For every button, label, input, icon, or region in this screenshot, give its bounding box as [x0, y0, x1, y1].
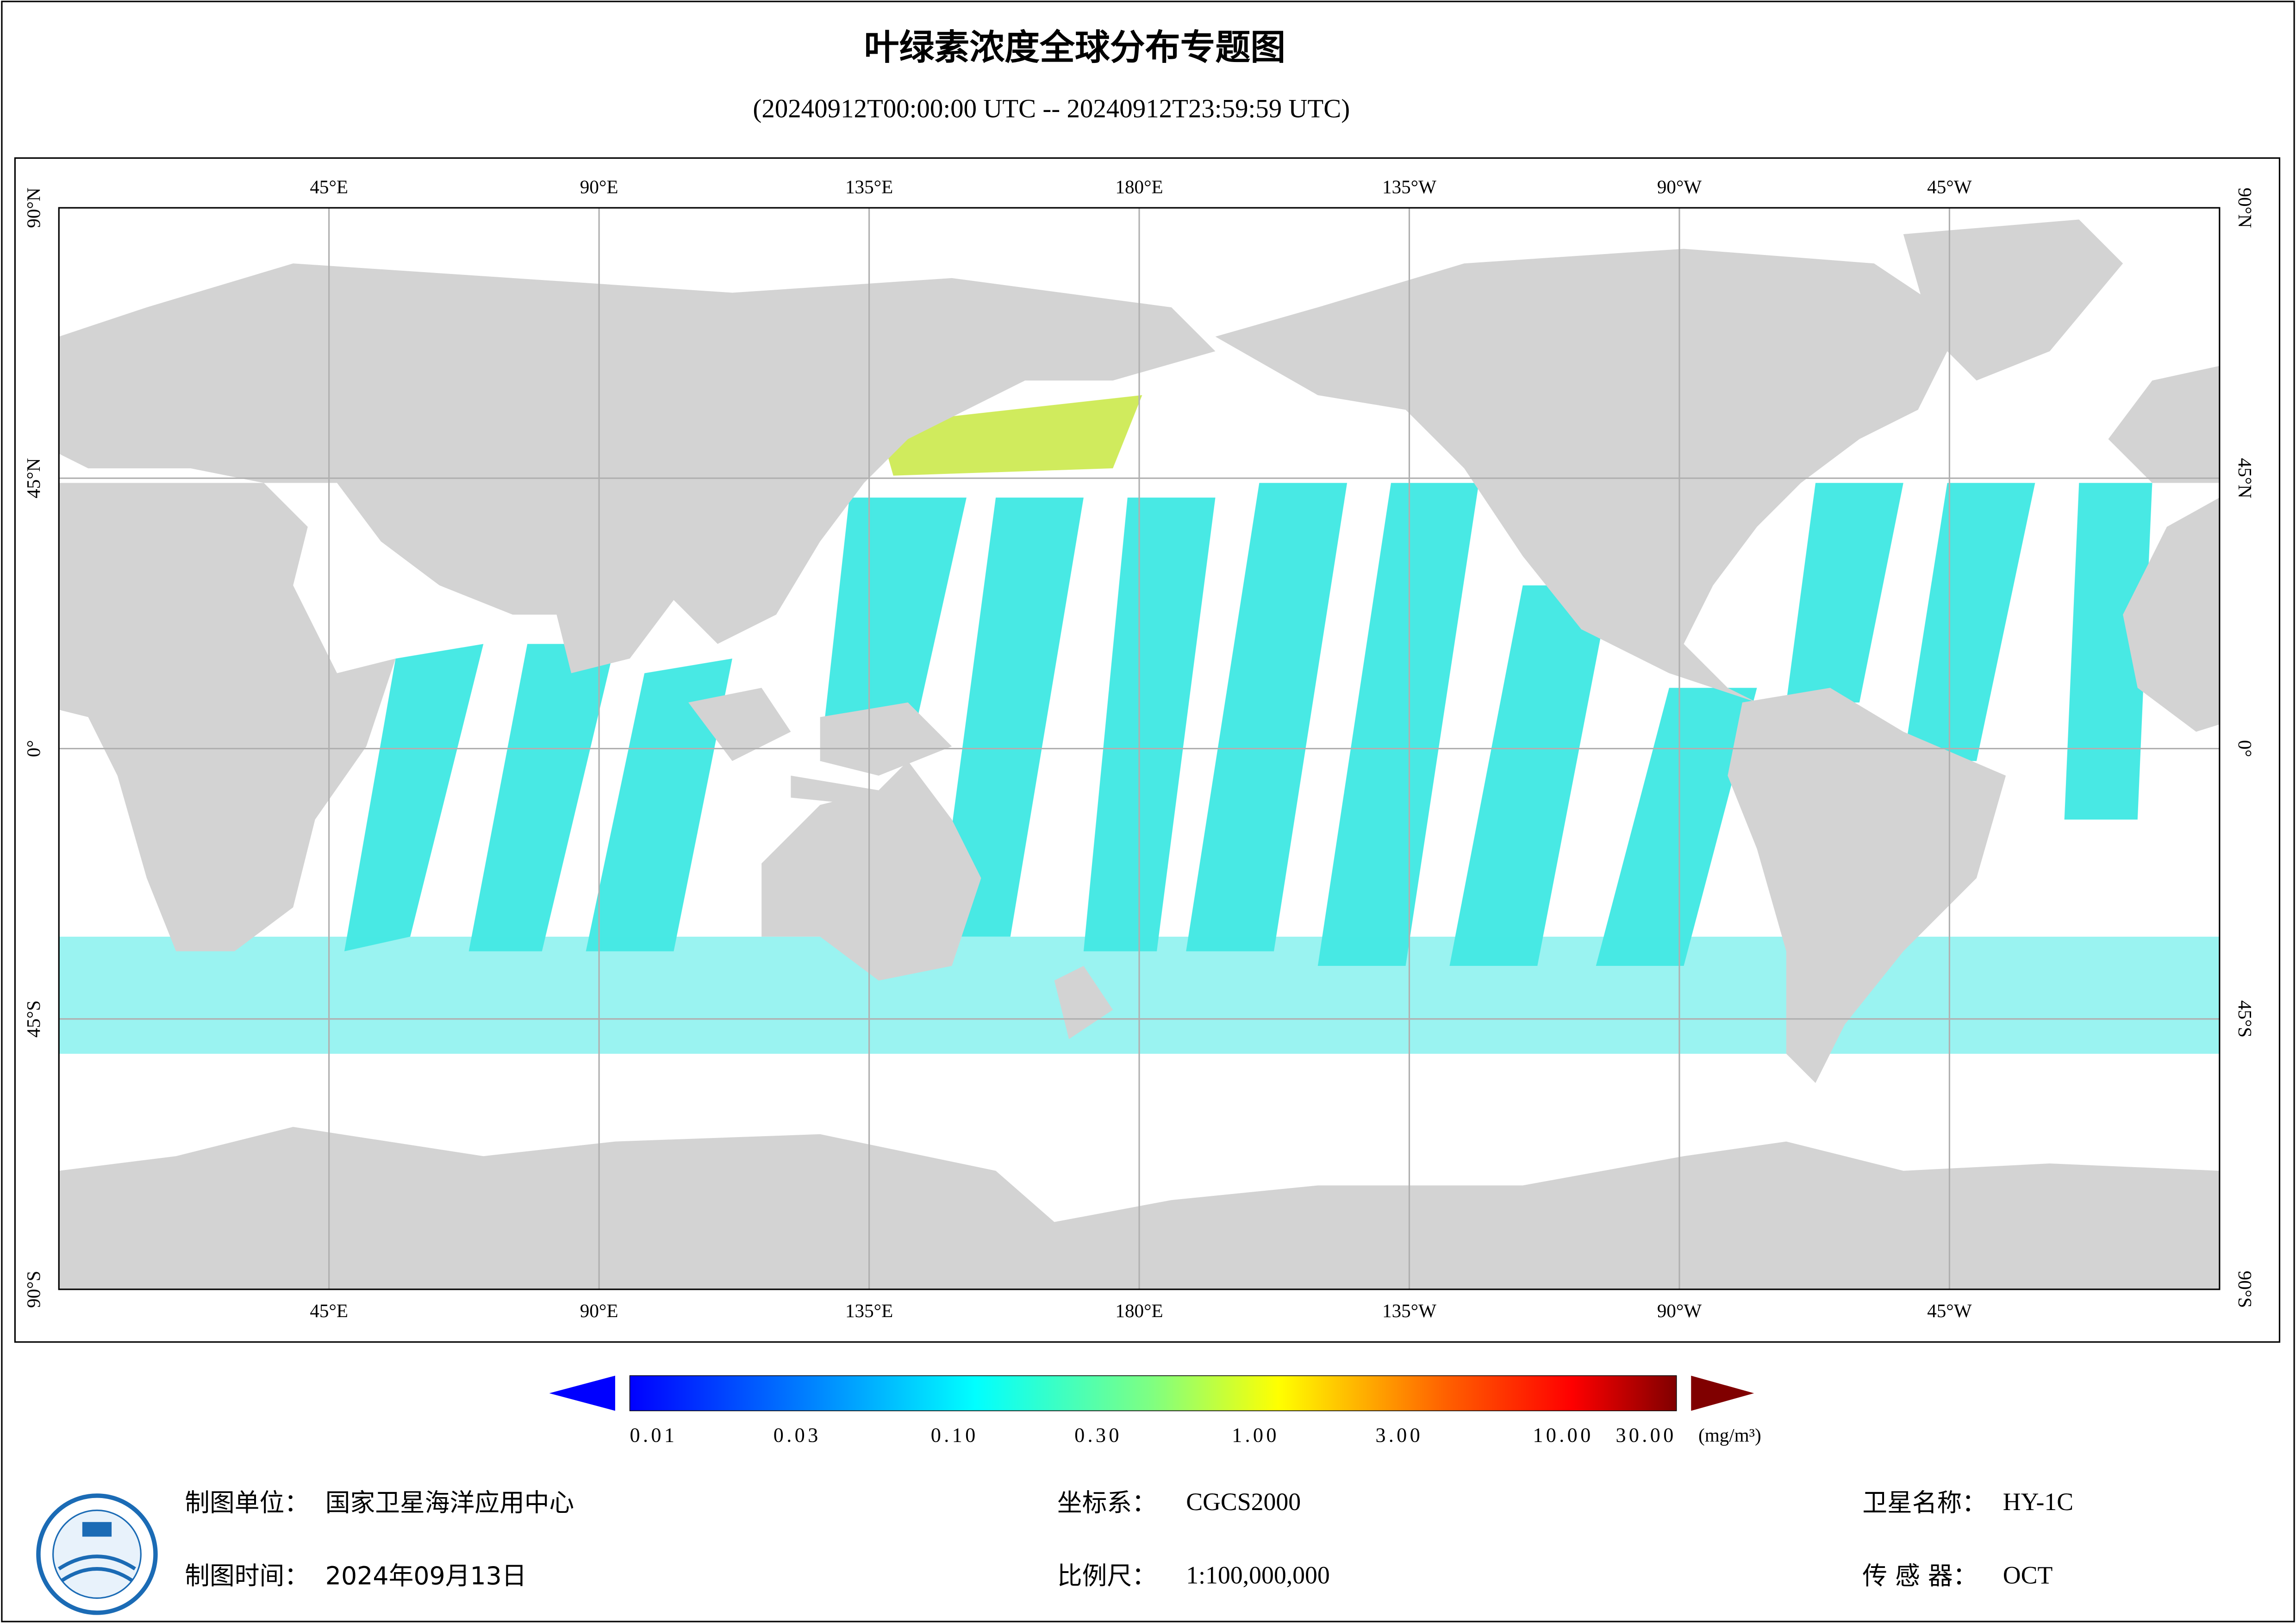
map-body [59, 208, 2220, 1289]
footer-label: 卫星名称： [1862, 1488, 1987, 1517]
lon-label-bottom: 135°W [1382, 1300, 1436, 1321]
footer-label: 比例尺： [1057, 1561, 1157, 1591]
swath [1186, 483, 1348, 951]
south-america [1728, 688, 2006, 1083]
colorbar-ramp [629, 1375, 1677, 1412]
footer-label: 制图单位： [185, 1488, 309, 1517]
footer-value: 1:100,000,000 [1186, 1561, 1330, 1589]
lon-label-top: 90°W [1657, 176, 1702, 197]
colorbar-under [549, 1375, 615, 1411]
footer-value: 2024年09月13日 [325, 1561, 527, 1591]
swath [1449, 585, 1611, 966]
lat-label-right: 90°N [2234, 187, 2256, 228]
footer-label: 传 感 器： [1862, 1561, 1978, 1591]
lon-label-top: 45°E [310, 176, 348, 197]
swath [820, 497, 967, 761]
colorbar-tick-label: 10.00 [1533, 1424, 1593, 1447]
lon-label-bottom: 45°W [1927, 1300, 1972, 1321]
colorbar-tick-label: 0.10 [931, 1424, 979, 1447]
greenland [1903, 219, 2123, 381]
north-america [1215, 249, 1962, 703]
title: 叶绿素浓度全球分布专题图 [864, 27, 1286, 68]
colorbar-tick-label: 0.03 [774, 1424, 821, 1447]
colorbar-over [1691, 1375, 1754, 1411]
swath [1786, 483, 1903, 703]
eurasia [59, 263, 1216, 673]
lon-label-bottom: 90°E [580, 1300, 618, 1321]
swath [1317, 483, 1479, 966]
new-zealand [1054, 966, 1113, 1039]
swath [344, 644, 484, 951]
australia [761, 761, 981, 981]
colorbar-tick-label: 0.01 [630, 1424, 678, 1447]
subtitle: (20240912T00:00:00 UTC -- 20240912T23:59… [753, 94, 1350, 123]
colorbar-tick-label: 30.00 [1616, 1424, 1676, 1447]
lon-label-top: 135°W [1382, 176, 1436, 197]
lat-label-left: 90°S [23, 1271, 44, 1308]
europe-west [2108, 366, 2220, 483]
graticule [59, 208, 2220, 1289]
colorbar-unit: (mg/m³) [1698, 1424, 1761, 1446]
lat-label-left: 45°S [23, 1001, 44, 1038]
lon-label-bottom: 45°E [310, 1300, 348, 1321]
map-border [58, 207, 2221, 1290]
swath [937, 497, 1084, 937]
logo-inner [52, 1509, 142, 1599]
lat-label-right: 90°S [2234, 1271, 2256, 1308]
swath [2064, 483, 2152, 820]
north-pacific-bloom [879, 395, 1142, 476]
colorbar-tick-label: 0.30 [1074, 1424, 1122, 1447]
lat-label-right: 45°S [2234, 1001, 2256, 1038]
colorbar-tick-label: 1.00 [1232, 1424, 1279, 1447]
lon-label-bottom: 180°E [1115, 1300, 1163, 1321]
map-labels: 45°E 45°E 90°E 90°E 135°E 135°E 180°E 180°E 135°… [23, 176, 2256, 1321]
logo-waves [58, 1555, 136, 1582]
footer-label: 坐标系： [1057, 1488, 1157, 1517]
swath [468, 644, 615, 951]
lat-label-left: 45°N [23, 458, 44, 498]
lon-label-top: 45°W [1927, 176, 1972, 197]
lat-label-left: 0° [23, 740, 44, 757]
colorbar: (mg/m³) 0.01 0.03 0.10 0.30 1.00 3.00 10.00 30.… [549, 1375, 1761, 1447]
lon-label-top: 135°E [845, 176, 893, 197]
lon-label-top: 180°E [1115, 176, 1163, 197]
logo-satellite [82, 1522, 112, 1537]
swath [586, 659, 732, 951]
lat-label-left: 90°N [23, 187, 44, 228]
footer-label: 制图时间： [185, 1561, 309, 1591]
west-africa [2123, 497, 2220, 732]
footer-value: OCT [2003, 1561, 2053, 1589]
maritime-asia [688, 688, 952, 805]
lat-label-right: 0° [2234, 740, 2256, 757]
swath [1596, 688, 1757, 966]
footer-value: CGCS2000 [1186, 1488, 1301, 1516]
footer-value: 国家卫星海洋应用中心 [325, 1488, 574, 1517]
lon-label-bottom: 135°E [845, 1300, 893, 1321]
lat-label-right: 45°N [2234, 458, 2256, 498]
colorbar-tick-label: 3.00 [1375, 1424, 1423, 1447]
footer: 制图单位： 国家卫星海洋应用中心 制图时间： 2024年09月13日 坐标系： … [185, 1488, 2073, 1590]
footer-value: HY-1C [2003, 1488, 2073, 1516]
lon-label-top: 90°E [580, 176, 618, 197]
lon-label-bottom: 90°W [1657, 1300, 1702, 1321]
logo [36, 1493, 158, 1615]
